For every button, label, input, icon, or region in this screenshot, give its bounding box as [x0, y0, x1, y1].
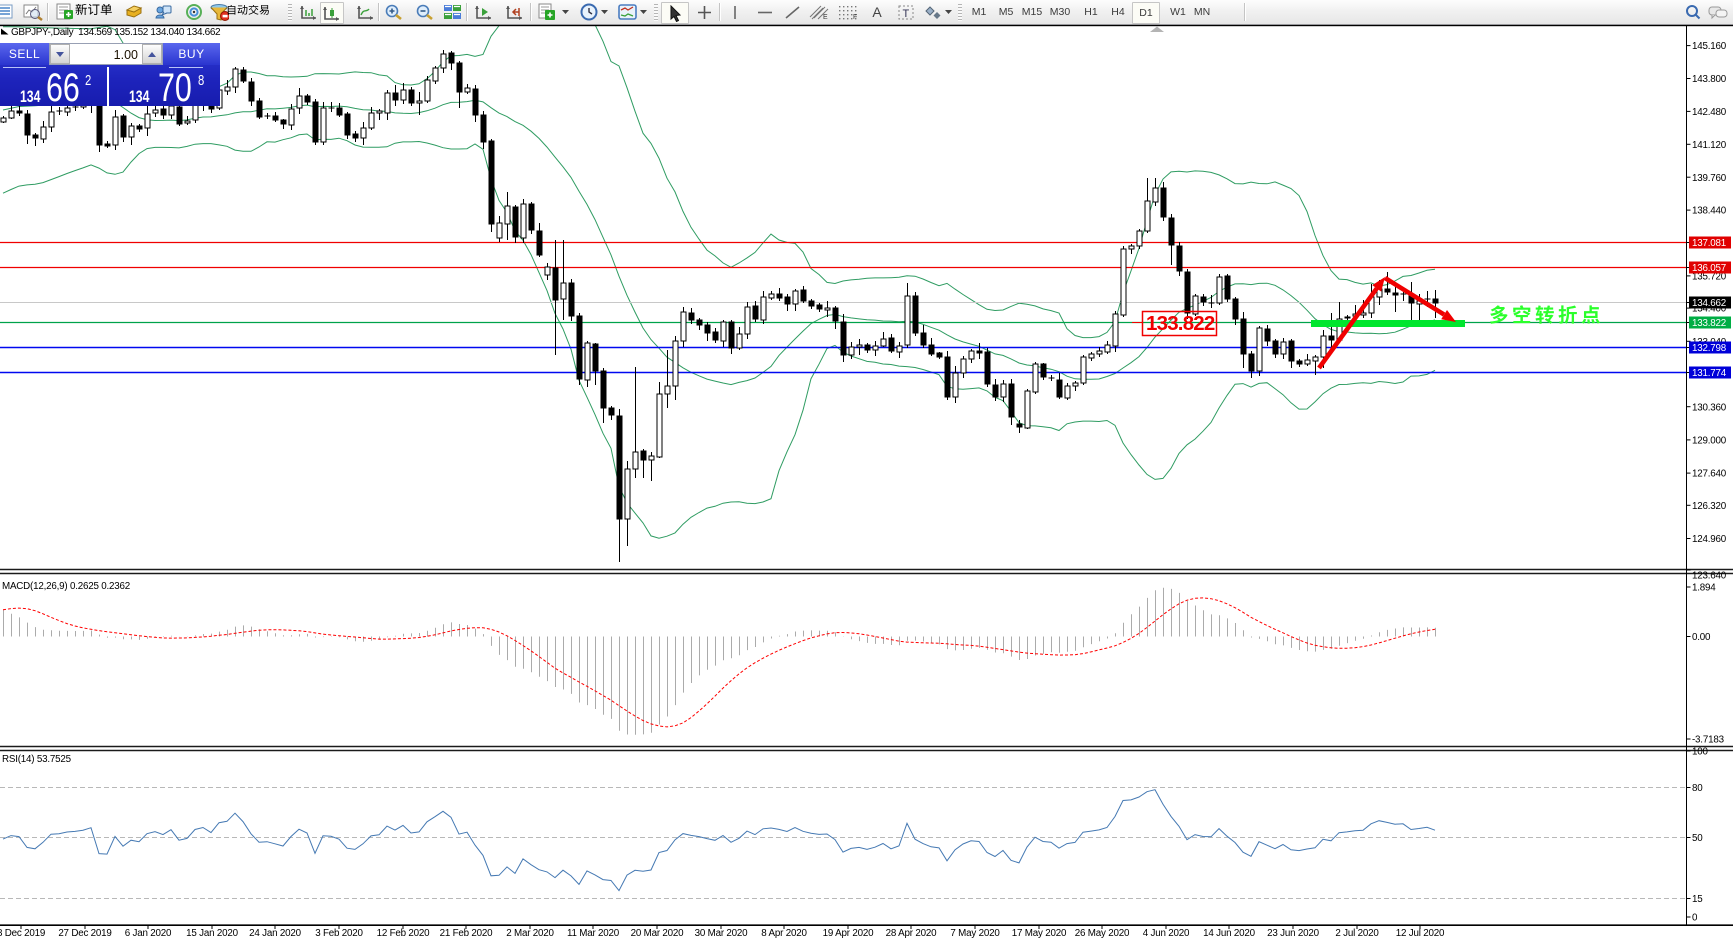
svg-text:27 Dec 2019: 27 Dec 2019 — [58, 928, 111, 939]
svg-text:20 Mar 2020: 20 Mar 2020 — [631, 928, 685, 939]
svg-text:141.120: 141.120 — [1692, 140, 1727, 151]
svg-text:139.760: 139.760 — [1692, 173, 1727, 184]
svg-text:15: 15 — [1692, 894, 1703, 905]
svg-text:3 Feb 2020: 3 Feb 2020 — [315, 928, 363, 939]
svg-text:-3.7183: -3.7183 — [1692, 735, 1725, 746]
svg-text:11 Mar 2020: 11 Mar 2020 — [567, 928, 620, 939]
svg-text:8 Apr 2020: 8 Apr 2020 — [761, 928, 807, 939]
svg-text:129.000: 129.000 — [1692, 436, 1727, 447]
svg-text:17 May 2020: 17 May 2020 — [1012, 928, 1067, 939]
svg-text:126.320: 126.320 — [1692, 501, 1727, 512]
svg-text:1.894: 1.894 — [1692, 583, 1716, 594]
svg-text:RSI(14) 53.7525: RSI(14) 53.7525 — [2, 754, 72, 765]
svg-text:0: 0 — [1692, 913, 1698, 924]
svg-text:132.798: 132.798 — [1692, 343, 1727, 354]
svg-text:MACD(12,26,9) 0.2625 0.2362: MACD(12,26,9) 0.2625 0.2362 — [2, 581, 130, 592]
svg-text:23 Jun 2020: 23 Jun 2020 — [1267, 928, 1319, 939]
svg-text:T: T — [902, 8, 909, 20]
svg-text:12 Feb 2020: 12 Feb 2020 — [377, 928, 431, 939]
svg-text:F: F — [853, 14, 857, 21]
svg-text:2 Jul 2020: 2 Jul 2020 — [1335, 928, 1379, 939]
svg-text:21 Feb 2020: 21 Feb 2020 — [440, 928, 494, 939]
svg-text:100: 100 — [1692, 747, 1708, 758]
svg-text:14 Jun 2020: 14 Jun 2020 — [1203, 928, 1255, 939]
svg-text:E: E — [823, 14, 828, 21]
svg-text:80: 80 — [1692, 783, 1703, 794]
svg-text:134.662: 134.662 — [1692, 298, 1726, 309]
svg-text:138.440: 138.440 — [1692, 206, 1727, 217]
svg-text:137.081: 137.081 — [1692, 238, 1726, 249]
svg-text:GBPJPY-,Daily 134.569 135.152: GBPJPY-,Daily 134.569 135.152 134.040 13… — [11, 27, 221, 38]
svg-text:133.822: 133.822 — [1692, 318, 1726, 329]
svg-text:145.160: 145.160 — [1692, 41, 1727, 52]
svg-text:135.720: 135.720 — [1692, 272, 1727, 283]
svg-text:15 Jan 2020: 15 Jan 2020 — [186, 928, 238, 939]
svg-text:26 May 2020: 26 May 2020 — [1075, 928, 1130, 939]
svg-text:6 Jan 2020: 6 Jan 2020 — [125, 928, 172, 939]
svg-text:142.480: 142.480 — [1692, 107, 1727, 118]
svg-text:50: 50 — [1692, 833, 1703, 844]
svg-text:130.360: 130.360 — [1692, 402, 1727, 413]
svg-text:143.800: 143.800 — [1692, 74, 1727, 85]
svg-text:4 Jun 2020: 4 Jun 2020 — [1143, 928, 1190, 939]
svg-text:19 Apr 2020: 19 Apr 2020 — [823, 928, 874, 939]
svg-text:24 Jan 2020: 24 Jan 2020 — [249, 928, 301, 939]
svg-text:133.822: 133.822 — [1146, 312, 1215, 335]
svg-text:136.057: 136.057 — [1692, 263, 1726, 274]
svg-text:12 Jul 2020: 12 Jul 2020 — [1396, 928, 1445, 939]
svg-text:7 May 2020: 7 May 2020 — [950, 928, 1000, 939]
svg-text:2 Mar 2020: 2 Mar 2020 — [506, 928, 554, 939]
svg-text:124.960: 124.960 — [1692, 534, 1727, 545]
svg-text:131.774: 131.774 — [1692, 368, 1727, 379]
svg-text:28 Apr 2020: 28 Apr 2020 — [886, 928, 937, 939]
svg-text:127.640: 127.640 — [1692, 469, 1727, 480]
svg-text:30 Mar 2020: 30 Mar 2020 — [695, 928, 749, 939]
svg-text:123.640: 123.640 — [1692, 571, 1727, 582]
svg-text:8 Dec 2019: 8 Dec 2019 — [0, 928, 45, 939]
svg-text:134.400: 134.400 — [1692, 304, 1727, 315]
svg-text:0.00: 0.00 — [1692, 632, 1711, 643]
